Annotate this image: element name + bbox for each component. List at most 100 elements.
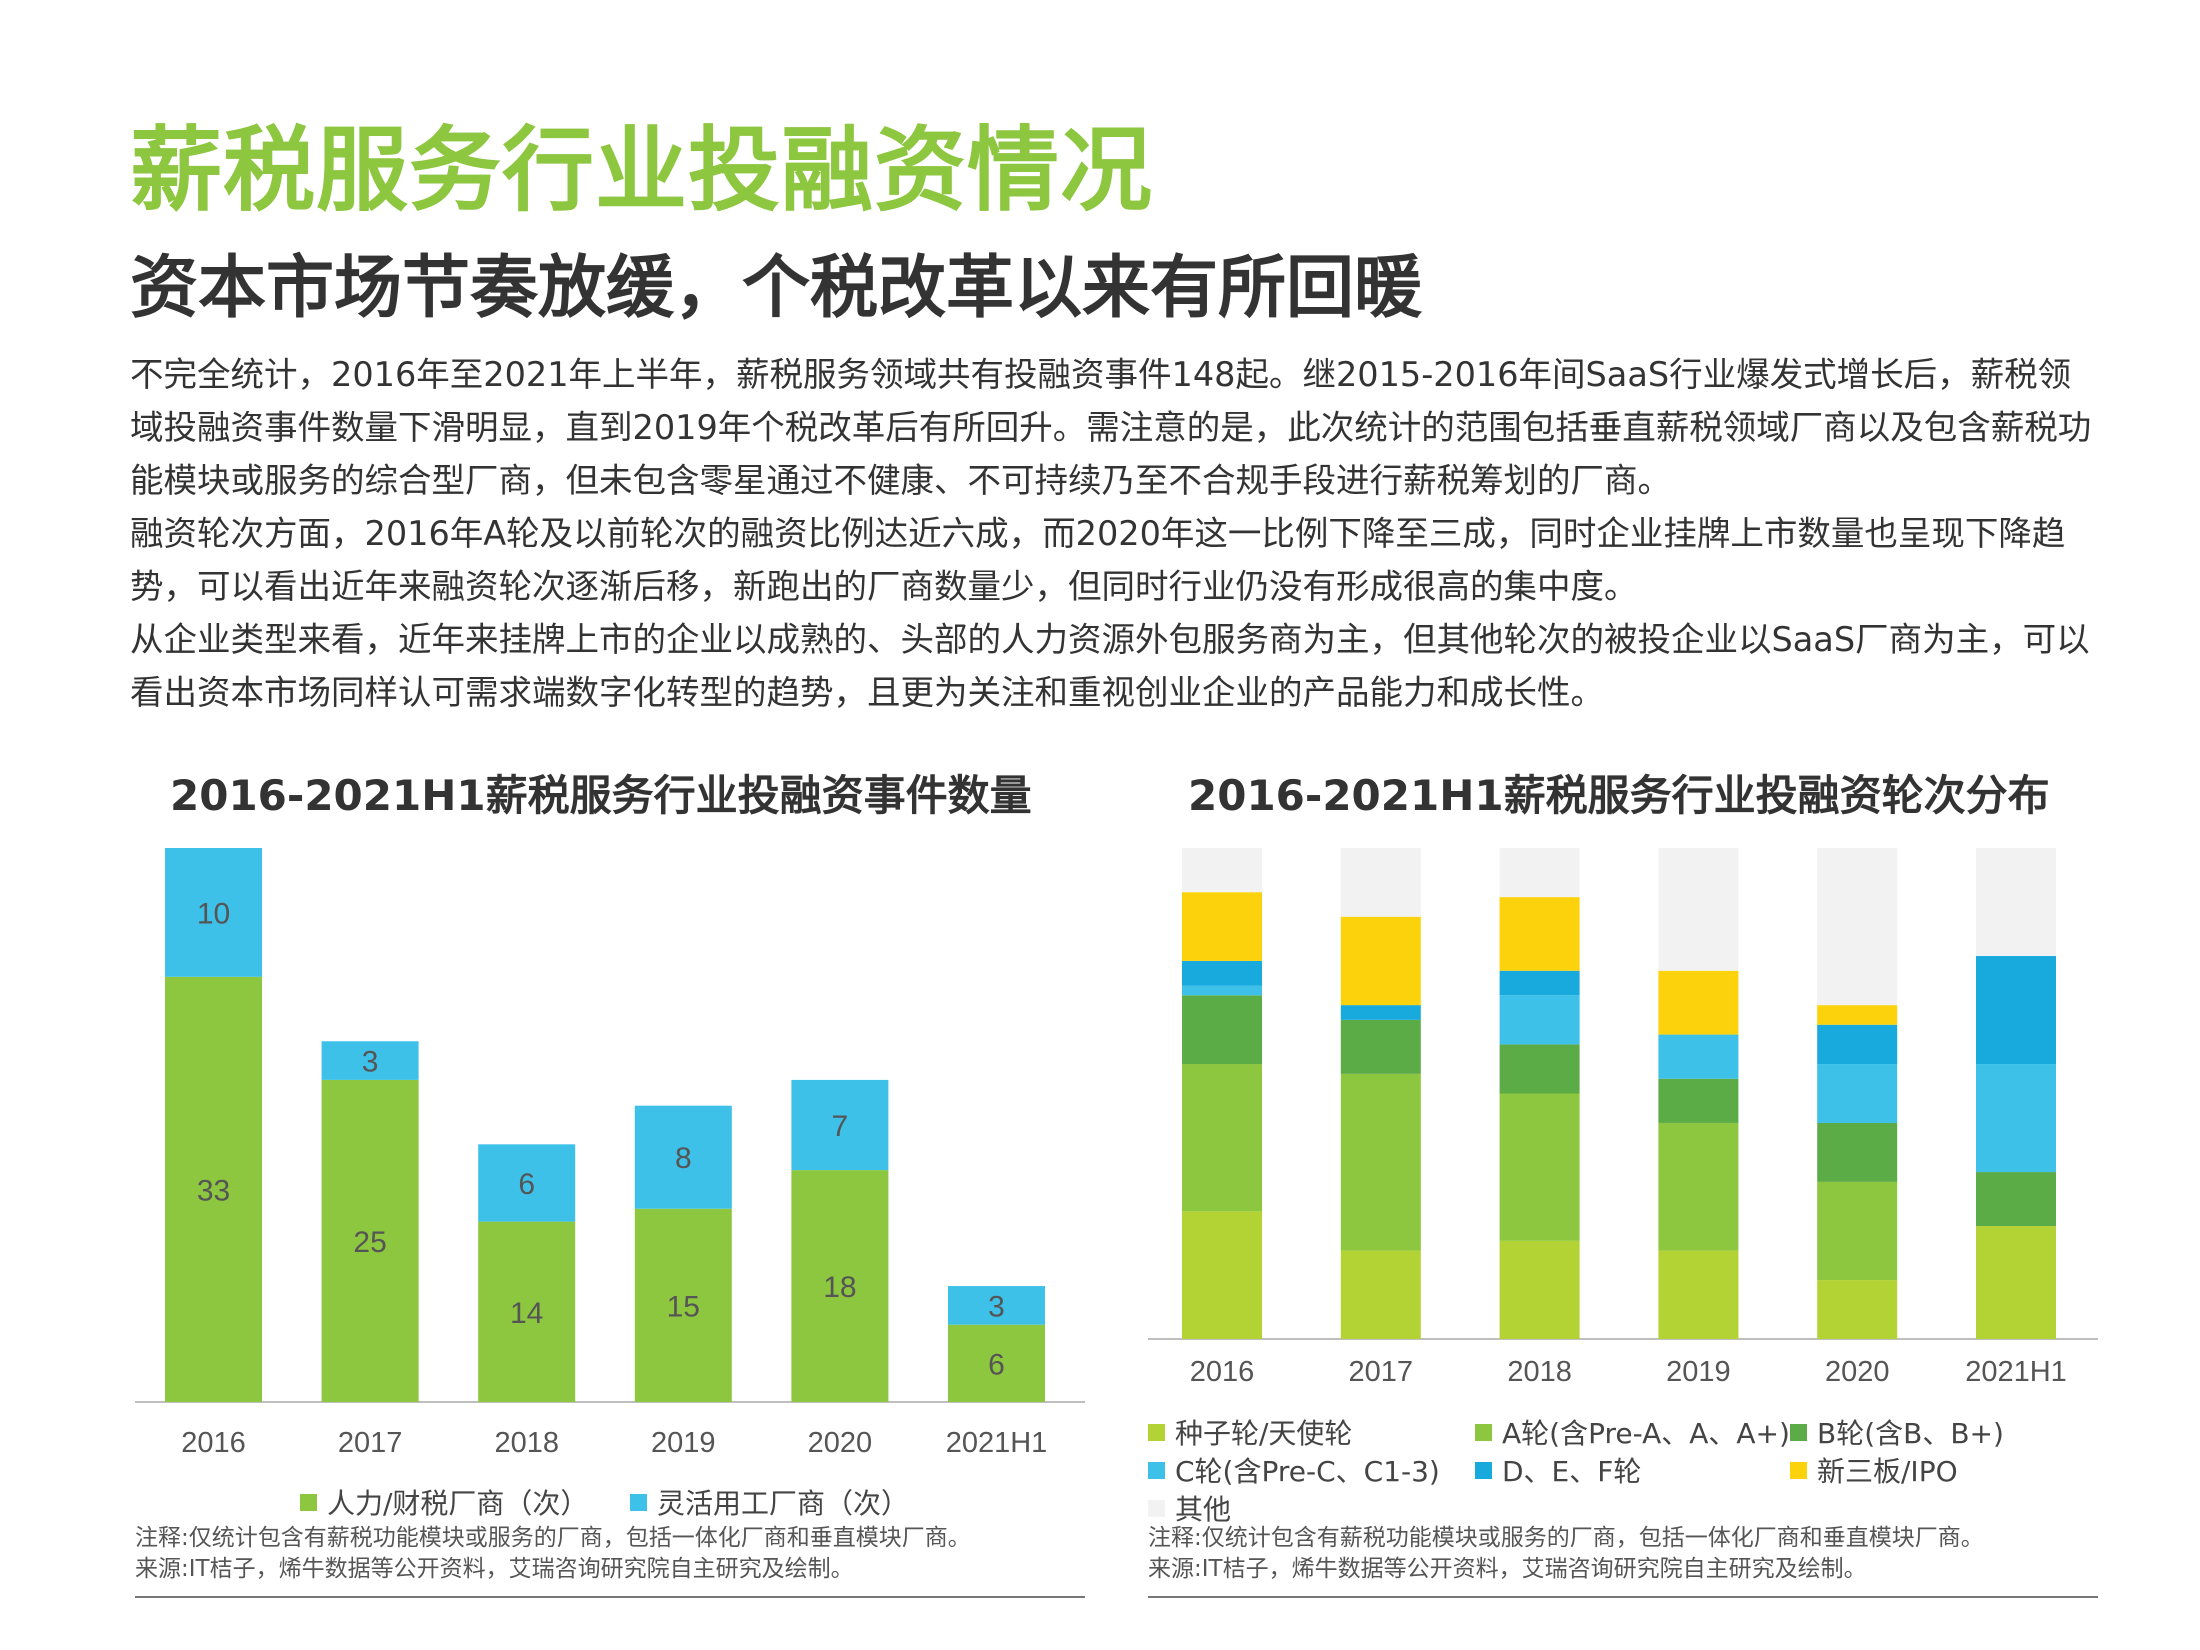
chart2-x-tick-label: 2018 [1507,1356,1572,1388]
chart2-bar-segment [1817,848,1898,1006]
chart2-bar-segment [1499,1240,1580,1339]
chart1-bar-hr-finance [634,1208,732,1402]
chart2-bar-segment [1182,1211,1262,1339]
legend-label: 其他 [1175,1493,1232,1526]
chart2-x-tick-label: 2019 [1666,1356,1731,1388]
chart2-bar-segment [1182,985,1262,996]
legend-swatch [1148,1423,1165,1441]
body-text: 不完全统计，2016年至2021年上半年，薪税服务领域共有投融资事件148起。继… [130,348,2100,719]
chart1-x-tick-label: 2020 [808,1427,873,1459]
chart2-x-tick-label: 2020 [1825,1356,1890,1388]
chart1-x-tick-label: 2016 [181,1427,246,1459]
chart2-bar-segment [1499,995,1580,1045]
chart2-bar-segment [1976,848,2056,957]
legend-label: 新三板/IPO [1817,1455,1958,1488]
chart1-bar-flex-employment [791,1079,889,1171]
chart1-bar-flex-employment [634,1105,732,1209]
chart1-bar-flex-employment [948,1286,1045,1325]
legend-swatch [300,1493,317,1511]
chart2-note-divider [1148,1596,2098,1598]
legend-label: 灵活用工厂商（次） [657,1487,910,1520]
chart2-bar-segment [1182,892,1262,961]
chart1-bar-hr-finance [165,976,262,1402]
chart1-data-label: 3 [988,1290,1005,1323]
paragraph: 从企业类型来看，近年来挂牌上市的企业以成熟的、头部的人力资源外包服务商为主，但其… [130,620,2090,712]
chart2-bar-segment [1182,848,1262,893]
chart1-data-label: 18 [823,1271,856,1304]
chart2-bar-segment [1817,1005,1898,1025]
chart2-bar-segment [1499,970,1580,996]
chart1-bar-hr-finance [321,1079,419,1402]
page-subtitle: 资本市场节奏放缓，个税改革以来有所回暖 [130,249,1423,328]
chart1-note: 注释:仅统计包含有薪税功能模块或服务的厂商，包括一体化厂商和垂直模块厂商。 来源… [135,1523,1095,1585]
legend-label: C轮(含Pre-C、C1-3) [1175,1455,1440,1488]
chart1-legend-item: 人力/财税厂商（次） [300,1482,588,1522]
chart2-legend-item: B轮(含B、B+) [1790,1412,2004,1452]
chart2-x-tick-label: 2016 [1190,1356,1255,1388]
chart2-title: 2016-2021H1薪税服务行业投融资轮次分布 [1188,771,2050,820]
chart1-bar-flex-employment [321,1041,419,1080]
chart1-data-label: 8 [675,1142,692,1175]
legend-label: D、E、F轮 [1502,1455,1642,1488]
chart2-bar-segment [1182,995,1262,1065]
chart1-data-label: 33 [197,1174,230,1207]
chart1-note-divider [135,1596,1085,1598]
chart1-data-label: 6 [988,1348,1005,1381]
chart1-bar-hr-finance [948,1324,1045,1402]
chart2-bar-segment [1499,848,1580,898]
chart1-bar-hr-finance [791,1170,889,1402]
chart2-bar-segment [1340,848,1421,917]
chart2-x-tick-label: 2021H1 [1965,1356,2067,1388]
chart1-bar-flex-employment [165,848,262,977]
chart2-note-text: 注释:仅统计包含有薪税功能模块或服务的厂商，包括一体化厂商和垂直模块厂商。 [1148,1525,1984,1551]
chart2-bar-segment [1817,1280,1898,1339]
chart2-bar-segment [1976,1226,2056,1339]
legend-swatch [1475,1461,1492,1479]
chart1-legend-item: 灵活用工厂商（次） [630,1482,909,1522]
legend-label: 人力/财税厂商（次） [327,1487,589,1520]
chart1-plot: 33 10 2016 25 3 2017 14 6 2018 15 8 2019 18 7 2020 6 3 20… [135,848,1085,1459]
chart1-data-label: 14 [510,1297,543,1330]
legend-swatch [1475,1423,1492,1441]
legend-label: B轮(含B、B+) [1817,1417,2004,1450]
legend-swatch [1148,1461,1165,1479]
chart2-note: 注释:仅统计包含有薪税功能模块或服务的厂商，包括一体化厂商和垂直模块厂商。 来源… [1148,1523,2108,1585]
page-title: 薪税服务行业投融资情况 [130,117,1154,224]
chart2-legend-item: 新三板/IPO [1790,1450,1958,1490]
chart2-source-text: 来源:IT桔子，烯牛数据等公开资料，艾瑞咨询研究院自主研究及绘制。 [1148,1556,1867,1582]
chart2-bar-segment [1499,1044,1580,1094]
chart2-bar-segment [1976,956,2056,1065]
chart2-bar-segment [1658,970,1739,1035]
paragraph: 融资轮次方面，2016年A轮及以前轮次的融资比例达近六成，而2020年这一比例下… [130,514,2066,606]
chart1-data-label: 15 [667,1290,700,1323]
chart2-bar-segment [1340,916,1421,1006]
chart2-bar-segment [1499,1093,1580,1241]
legend-swatch [1790,1423,1807,1441]
chart1-note-text: 注释:仅统计包含有薪税功能模块或服务的厂商，包括一体化厂商和垂直模块厂商。 [135,1525,971,1551]
chart1-x-tick-label: 2019 [651,1427,716,1459]
chart2-bar-segment [1817,1122,1898,1182]
legend-swatch [630,1493,647,1511]
chart2-bar-segment [1340,1019,1421,1074]
chart2-bar-segment [1976,1172,2056,1227]
legend-label: A轮(含Pre-A、A、A+) [1502,1417,1790,1450]
chart2-bar-segment [1340,1250,1421,1339]
chart2-bar-segment [1817,1064,1898,1123]
chart2-x-tick-label: 2017 [1349,1356,1414,1388]
chart2-legend-item: D、E、F轮 [1475,1450,1641,1490]
chart2-bar-segment [1182,1064,1262,1212]
chart2-bar-segment [1817,1181,1898,1281]
legend-label: 种子轮/天使轮 [1175,1417,1353,1450]
chart2-bar-segment [1658,848,1739,971]
chart2-plot: 2016 2017 2018 2019 2020 2021H1 [1148,848,2098,1388]
chart2-bar-segment [1182,960,1262,986]
chart2-bar-segment [1658,1034,1739,1079]
chart1-x-tick-label: 2021H1 [946,1427,1048,1459]
chart2-bar-segment [1658,1250,1739,1339]
chart1-data-label: 10 [197,897,230,930]
chart2-legend-item: A轮(含Pre-A、A、A+) [1475,1412,1790,1452]
chart2-bar-segment [1658,1122,1739,1251]
legend-swatch [1148,1499,1165,1517]
chart2-bar-segment [1817,1024,1898,1065]
chart2-bar-segment [1976,1064,2056,1173]
